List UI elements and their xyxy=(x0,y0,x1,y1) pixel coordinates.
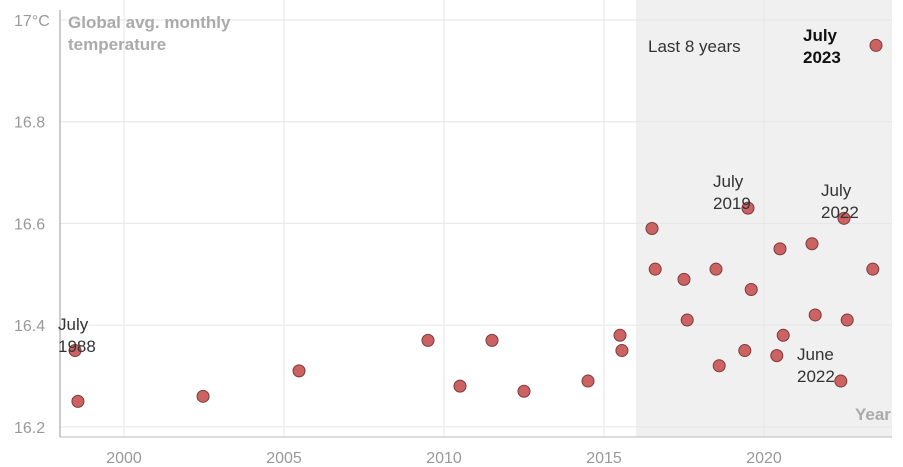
point xyxy=(517,384,531,398)
point xyxy=(680,313,694,327)
point xyxy=(770,349,784,363)
point xyxy=(615,344,629,358)
x-tick-label: 2015 xyxy=(586,450,622,467)
y-tick-label: 16.2 xyxy=(14,420,45,437)
point xyxy=(738,344,752,358)
point xyxy=(71,394,85,408)
point xyxy=(866,262,880,276)
point xyxy=(613,328,627,342)
point xyxy=(840,313,854,327)
point xyxy=(68,344,82,358)
point xyxy=(808,308,822,322)
point xyxy=(581,374,595,388)
x-tick-label: 2010 xyxy=(426,450,462,467)
point xyxy=(421,333,435,347)
point xyxy=(712,359,726,373)
point xyxy=(292,364,306,378)
point xyxy=(741,201,755,215)
x-tick-label: 2000 xyxy=(106,450,142,467)
point xyxy=(453,379,467,393)
chart-title: Global avg. monthly temperature xyxy=(68,13,231,54)
y-tick-label: 16.6 xyxy=(14,216,45,233)
x-tick-label: 2020 xyxy=(746,450,782,467)
point xyxy=(776,328,790,342)
point xyxy=(744,283,758,297)
annotation: June 2022 xyxy=(797,345,835,386)
point xyxy=(834,374,848,388)
x-axis-label: Year xyxy=(855,405,891,424)
y-tick-label: 17°C xyxy=(14,13,50,30)
point xyxy=(645,222,659,235)
point xyxy=(837,211,851,225)
point xyxy=(709,262,723,276)
point xyxy=(869,38,883,52)
annotation: July 2022 xyxy=(821,181,859,222)
y-tick-label: 16.8 xyxy=(14,115,45,132)
point xyxy=(485,333,499,347)
annotation: July 2019 xyxy=(713,172,751,213)
highlight-label: Last 8 years xyxy=(648,37,741,56)
point xyxy=(196,389,210,403)
x-tick-label: 2005 xyxy=(266,450,302,467)
annotation: July 1988 xyxy=(58,315,96,356)
y-tick-label: 16.4 xyxy=(14,318,45,335)
point xyxy=(805,237,819,251)
point xyxy=(648,262,662,276)
point xyxy=(773,242,787,256)
point xyxy=(677,272,691,286)
annotation: July 2023 xyxy=(803,26,841,67)
